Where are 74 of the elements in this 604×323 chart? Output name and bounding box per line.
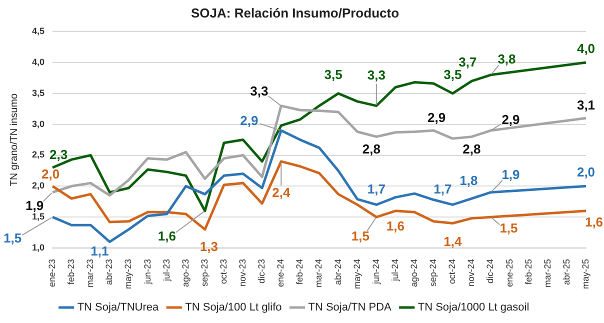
- y-tick-label: 4,5: [32, 26, 45, 36]
- x-tick-label: feb-24: [294, 258, 305, 285]
- annotation: 2,8: [462, 141, 481, 156]
- x-tick-label: sep-23: [199, 258, 210, 287]
- legend-label: TN Soja/100 Lt glifo: [185, 302, 282, 314]
- annotation: 1,6: [584, 214, 604, 230]
- x-tick-label: oct-23: [218, 258, 228, 284]
- annotation: 2,9: [502, 112, 520, 128]
- chart-title: SOJA: Relación Insumo/Producto: [190, 5, 400, 20]
- annotation: 1,7: [434, 181, 452, 196]
- x-tick-label: ene-24: [276, 258, 286, 288]
- x-tick-label: jul-23: [161, 258, 172, 282]
- annotation: 1,5: [500, 220, 518, 236]
- annotation: 2,3: [49, 147, 68, 162]
- x-tick-label: jun-23: [142, 258, 152, 286]
- annotation: 2,0: [576, 164, 596, 180]
- x-tick-label: mar-25: [542, 258, 552, 288]
- annotation: 3,3: [367, 67, 386, 82]
- annotation: 1,6: [158, 228, 176, 244]
- annotation: 1,3: [200, 239, 218, 254]
- y-tick-label: 4,0: [32, 56, 45, 67]
- x-tick-label: abr-25: [561, 258, 572, 286]
- annotation: 3,5: [444, 67, 462, 82]
- annotation: 4,0: [576, 41, 596, 56]
- x-tick-label: dic-23: [256, 258, 267, 284]
- annotation: 1,5: [351, 228, 370, 244]
- annotation: 1,1: [90, 243, 109, 258]
- x-tick-label: jun-24: [370, 258, 381, 286]
- annotation: 3,7: [458, 54, 477, 70]
- legend-label: TN Soja/TNUrea: [77, 302, 160, 314]
- y-axis-title: TN grano/TN insumo: [8, 92, 20, 186]
- x-tick-label: abr-23: [104, 258, 114, 286]
- annotation: 3,3: [250, 83, 268, 98]
- annotation: 1,9: [25, 198, 44, 213]
- x-tick-label: ene-25: [504, 258, 514, 288]
- y-tick-label: 1,0: [32, 242, 45, 252]
- annotation: 1,5: [3, 230, 22, 246]
- x-tick-label: may-23: [123, 258, 134, 290]
- x-tick-label: oct-24: [447, 258, 458, 284]
- x-tick-label: sep-24: [428, 258, 438, 287]
- x-tick-label: nov-23: [238, 258, 248, 287]
- x-tick-label: mar-24: [314, 258, 324, 288]
- x-tick-label: may-24: [352, 258, 362, 290]
- x-tick-label: mar-23: [85, 258, 96, 288]
- annotation: 2,4: [272, 185, 291, 200]
- annotation: 2,9: [428, 110, 446, 126]
- y-tick-label: 3,5: [32, 88, 45, 98]
- x-tick-label: abr-24: [332, 258, 343, 286]
- x-tick-label: feb-23: [66, 258, 76, 285]
- annotation: 1,7: [367, 181, 386, 196]
- x-tick-label: may-25: [580, 258, 590, 290]
- annotation: 1,6: [386, 218, 405, 234]
- x-tick-label: ene-23: [46, 258, 57, 288]
- annotation: 1,8: [460, 173, 478, 188]
- y-tick-label: 2,5: [32, 150, 45, 160]
- annotation: 1,4: [444, 234, 462, 249]
- legend-label: TN Soja/TN PDA: [308, 302, 392, 314]
- y-tick-label: 3,0: [32, 118, 45, 129]
- annotation: 1,9: [502, 166, 520, 182]
- annotation: 2,9: [240, 113, 258, 128]
- x-tick-label: ago-24: [409, 258, 420, 288]
- annotation: 3,8: [498, 51, 516, 66]
- x-tick-label: ago-23: [180, 258, 190, 288]
- y-tick-label: 2,0: [32, 180, 45, 191]
- x-tick-label: dic-24: [485, 258, 496, 284]
- x-tick-label: jul-24: [390, 258, 400, 282]
- x-tick-label: feb-25: [523, 258, 534, 285]
- x-tick-label: nov-24: [466, 258, 476, 287]
- annotation: 3,1: [576, 98, 596, 113]
- annotation: 2,0: [41, 166, 60, 182]
- annotation: 3,5: [324, 67, 342, 82]
- y-tick-label: 1,5: [32, 212, 45, 222]
- annotation: 2,8: [362, 141, 380, 156]
- legend-label: TN Soja/1000 Lt gasoil: [418, 302, 530, 314]
